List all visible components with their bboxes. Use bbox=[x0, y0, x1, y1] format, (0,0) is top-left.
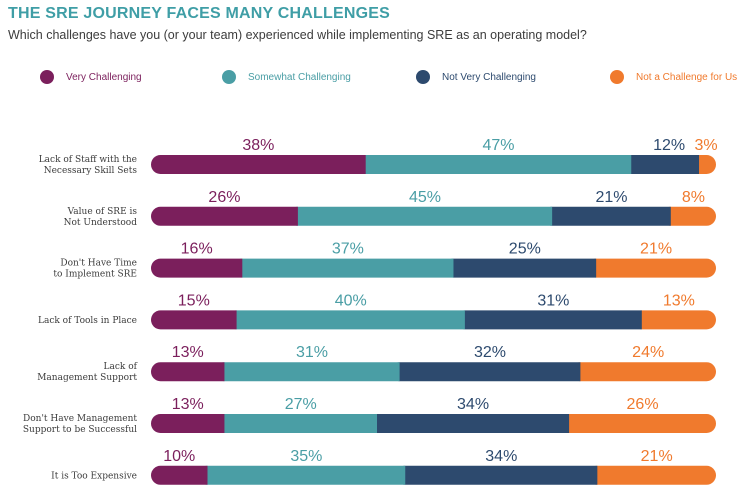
bar-segment-not-very-challenging bbox=[455, 310, 642, 330]
value-label-very-challenging: 15% bbox=[178, 292, 210, 309]
chart-title: THE SRE JOURNEY FACES MANY CHALLENGES bbox=[8, 5, 390, 22]
bar-segment-somewhat-challenging bbox=[288, 206, 553, 226]
bar-segment-very-challenging bbox=[151, 465, 208, 485]
bar-segment-not-a-challenge bbox=[587, 465, 716, 485]
value-label-not-very-challenging: 25% bbox=[509, 241, 541, 258]
category-label: Necessary Skill Sets bbox=[44, 166, 138, 176]
value-label-not-very-challenging: 32% bbox=[474, 344, 506, 361]
value-label-very-challenging: 38% bbox=[242, 137, 274, 154]
legend-item-not-very-challenging: Not Very Challenging bbox=[416, 70, 536, 84]
bar-segment-very-challenging bbox=[151, 155, 366, 174]
value-label-very-challenging: 16% bbox=[181, 241, 213, 258]
value-label-not-a-challenge: 3% bbox=[694, 137, 717, 154]
value-label-somewhat-challenging: 35% bbox=[290, 448, 322, 465]
bar-segment-somewhat-challenging bbox=[214, 362, 400, 382]
category-label: Not Understood bbox=[64, 218, 138, 228]
bar-segment-somewhat-challenging bbox=[214, 414, 377, 433]
category-label: Don't Have Management bbox=[23, 414, 137, 424]
bar-segment-very-challenging bbox=[151, 206, 298, 226]
value-label-not-a-challenge: 24% bbox=[632, 344, 664, 361]
value-label-not-a-challenge: 26% bbox=[627, 396, 659, 413]
legend-swatch-somewhat-challenging bbox=[222, 70, 236, 84]
bar-segment-very-challenging bbox=[151, 258, 243, 278]
value-label-not-very-challenging: 12% bbox=[653, 137, 685, 154]
legend-swatch-not-a-challenge bbox=[610, 70, 624, 84]
legend-label-very-challenging: Very Challenging bbox=[66, 71, 142, 83]
bar-segment-not-very-challenging bbox=[390, 362, 581, 382]
bar-segment-not-very-challenging bbox=[621, 155, 700, 174]
bar-segment-not-a-challenge bbox=[632, 310, 716, 330]
category-label: Lack of Staff with the bbox=[39, 155, 137, 165]
bar-segment-not-a-challenge bbox=[661, 206, 716, 226]
value-label-very-challenging: 13% bbox=[172, 344, 204, 361]
value-label-not-a-challenge: 8% bbox=[682, 189, 705, 206]
bar-segment-not-very-challenging bbox=[443, 258, 597, 278]
legend-item-not-a-challenge: Not a Challenge for Us bbox=[610, 70, 737, 84]
legend-swatch-very-challenging bbox=[40, 70, 54, 84]
bar-segment-not-a-challenge bbox=[570, 362, 716, 382]
bar-segment-somewhat-challenging bbox=[198, 465, 406, 485]
bar-segment-somewhat-challenging bbox=[227, 310, 465, 330]
value-label-very-challenging: 26% bbox=[208, 189, 240, 206]
value-label-not-a-challenge: 21% bbox=[641, 448, 673, 465]
category-label: to Implement SRE bbox=[53, 270, 137, 280]
bar-segment-very-challenging bbox=[151, 310, 237, 330]
legend-label-not-a-challenge: Not a Challenge for Us bbox=[636, 71, 738, 83]
value-label-somewhat-challenging: 37% bbox=[332, 241, 364, 258]
value-label-very-challenging: 10% bbox=[163, 448, 195, 465]
value-label-not-a-challenge: 13% bbox=[663, 292, 695, 309]
bar-segment-somewhat-challenging bbox=[356, 155, 632, 174]
category-label: Lack of bbox=[104, 362, 138, 372]
value-label-somewhat-challenging: 31% bbox=[296, 344, 328, 361]
value-label-very-challenging: 13% bbox=[172, 396, 204, 413]
legend-label-somewhat-challenging: Somewhat Challenging bbox=[248, 71, 351, 83]
category-label: Don't Have Time bbox=[60, 259, 137, 269]
category-label: It is Too Expensive bbox=[51, 471, 137, 481]
value-label-not-very-challenging: 31% bbox=[537, 292, 569, 309]
value-label-not-very-challenging: 34% bbox=[457, 396, 489, 413]
value-label-not-very-challenging: 21% bbox=[595, 189, 627, 206]
bar-segment-somewhat-challenging bbox=[232, 258, 454, 278]
bar-segment-not-very-challenging bbox=[542, 206, 671, 226]
value-label-somewhat-challenging: 47% bbox=[482, 137, 514, 154]
value-label-not-a-challenge: 21% bbox=[640, 241, 672, 258]
category-label: Value of SRE is bbox=[67, 207, 138, 217]
category-label: Lack of Tools in Place bbox=[38, 316, 137, 326]
legend-label-not-very-challenging: Not Very Challenging bbox=[442, 71, 536, 83]
value-label-not-very-challenging: 34% bbox=[485, 448, 517, 465]
legend-item-somewhat-challenging: Somewhat Challenging bbox=[222, 70, 351, 84]
bar-segment-not-a-challenge bbox=[559, 414, 716, 433]
value-label-somewhat-challenging: 40% bbox=[335, 292, 367, 309]
chart-subtitle: Which challenges have you (or your team)… bbox=[8, 28, 587, 42]
value-label-somewhat-challenging: 27% bbox=[285, 396, 317, 413]
value-label-somewhat-challenging: 45% bbox=[409, 189, 441, 206]
bar-segment-very-challenging bbox=[151, 362, 225, 382]
category-label: Support to be Successful bbox=[23, 425, 137, 435]
bar-segment-not-very-challenging bbox=[367, 414, 570, 433]
legend-swatch-not-very-challenging bbox=[416, 70, 430, 84]
bar-segment-not-very-challenging bbox=[395, 465, 598, 485]
bar-segment-very-challenging bbox=[151, 414, 225, 433]
legend-item-very-challenging: Very Challenging bbox=[40, 70, 142, 84]
bar-segment-not-a-challenge bbox=[586, 258, 716, 278]
category-label: Management Support bbox=[37, 373, 137, 383]
